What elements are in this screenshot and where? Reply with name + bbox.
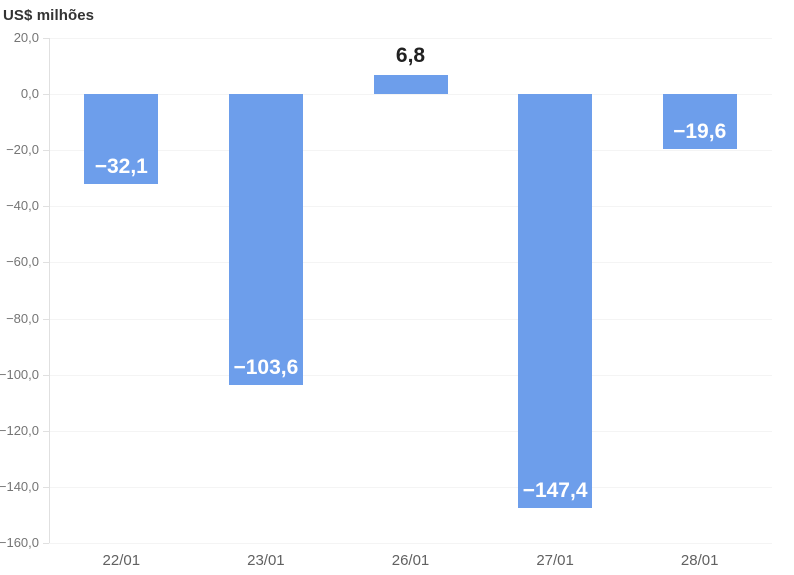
- bar-value-label: −147,4: [522, 479, 588, 502]
- gridline: [49, 38, 772, 39]
- x-axis-label: 26/01: [391, 552, 430, 569]
- gridline: [49, 319, 772, 320]
- x-axis-label: 28/01: [680, 552, 719, 569]
- y-axis-tick: [43, 319, 49, 320]
- bar-value-label: −19,6: [673, 120, 727, 143]
- y-axis-tick: [43, 206, 49, 207]
- bar[interactable]: [229, 94, 303, 385]
- gridline: [49, 94, 772, 95]
- gridline: [49, 150, 772, 151]
- y-axis-tick-label: 20,0: [13, 30, 39, 46]
- gridline: [49, 375, 772, 376]
- gridline: [49, 262, 772, 263]
- y-axis-tick: [43, 94, 49, 95]
- y-axis-tick: [43, 543, 49, 544]
- y-axis-tick-label: −60,0: [6, 254, 39, 270]
- gridline: [49, 431, 772, 432]
- y-axis-tick: [43, 375, 49, 376]
- y-axis-tick-label: −100,0: [0, 367, 39, 383]
- y-axis-tick: [43, 431, 49, 432]
- bar-value-label: −103,6: [233, 356, 299, 379]
- bar[interactable]: [374, 75, 448, 94]
- y-axis-tick: [43, 150, 49, 151]
- bar-value-label: −32,1: [94, 155, 148, 178]
- y-axis-tick-label: −140,0: [0, 479, 39, 495]
- y-axis-tick-label: −120,0: [0, 423, 39, 439]
- y-axis-tick-label: −20,0: [6, 142, 39, 158]
- x-axis-label: 23/01: [247, 552, 285, 569]
- y-axis-tick-label: −160,0: [0, 535, 39, 551]
- plot-area: 20,0 0,0 −20,0 −40,0 −60,0 −80,0 −100,0 −120,0 −…: [0, 30, 772, 569]
- bar-value-label: 6,8: [395, 44, 426, 67]
- y-axis-tick: [43, 38, 49, 39]
- bar[interactable]: [518, 94, 592, 508]
- gridline: [49, 206, 772, 207]
- y-axis-tick: [43, 262, 49, 263]
- gridline: [49, 543, 772, 544]
- bar[interactable]: [663, 94, 737, 149]
- x-axis-label: 22/01: [102, 552, 141, 569]
- y-axis-tick-label: 0,0: [20, 86, 39, 102]
- y-axis-tick-label: −40,0: [6, 198, 39, 214]
- chart-title: US$ milhões: [3, 7, 95, 24]
- x-axis-label: 27/01: [536, 552, 574, 569]
- bar[interactable]: [84, 94, 158, 184]
- y-axis-tick-label: −80,0: [6, 311, 39, 327]
- gridline: [49, 487, 772, 488]
- y-axis-tick: [43, 487, 49, 488]
- y-axis-line: [49, 38, 50, 543]
